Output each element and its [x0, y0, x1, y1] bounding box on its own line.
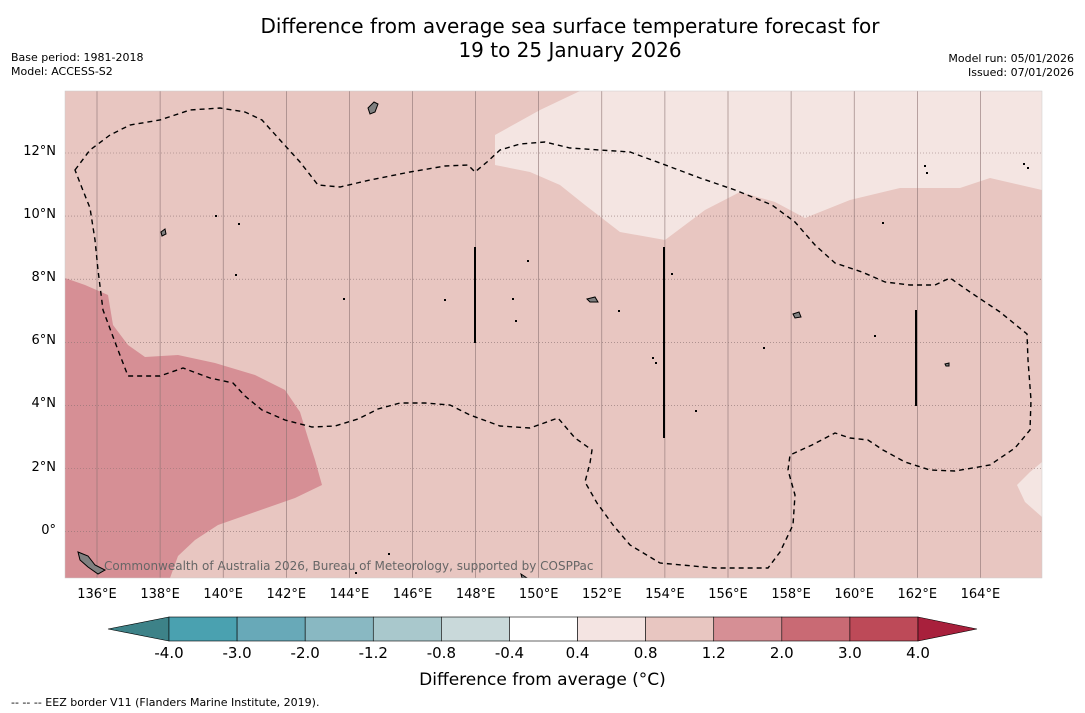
longitude-label: 144°E [329, 587, 370, 602]
colorbar-tick-label: -4.0 [154, 644, 184, 662]
longitude-label: 148°E [455, 587, 496, 602]
longitude-label: 152°E [582, 587, 622, 602]
longitude-label: 154°E [645, 587, 685, 602]
colorbar-tick-label: -3.0 [222, 644, 252, 662]
longitude-label: 140°E [203, 587, 243, 602]
colorbar-extend-low [107, 616, 170, 642]
colorbar-segment [849, 616, 919, 642]
island [586, 296, 599, 303]
longitude-label: 160°E [834, 587, 874, 602]
longitude-label: 146°E [392, 587, 433, 602]
colorbar-segment [713, 616, 783, 642]
latitude-label: 10°N [23, 207, 56, 223]
longitude-label: 138°E [140, 587, 180, 602]
island [520, 572, 528, 578]
colorbar-tick-label: -1.2 [358, 644, 388, 662]
colorbar-segment [304, 616, 374, 642]
longitude-label: 156°E [708, 587, 748, 602]
colorbar-tick-label: 0.8 [633, 644, 658, 662]
meta-right: Model run: 05/01/2026 Issued: 07/01/2026 [948, 52, 1074, 80]
colorbar-tick-label: 0.4 [565, 644, 590, 662]
colorbar-extend-high [917, 616, 978, 642]
longitude-label: 150°E [518, 587, 559, 602]
latitude-label: 2°N [31, 459, 57, 475]
colorbar-tick-label: 2.0 [769, 644, 794, 662]
longitude-label: 158°E [771, 587, 811, 602]
anomaly-region-0.4-0.8-east [1017, 462, 1042, 517]
eez-footnote: -- -- -- EEZ border V11 (Flanders Marine… [11, 696, 320, 709]
map-area: Commonwealth of Australia 2026, Bureau o… [65, 91, 1042, 578]
latitude-label: 12°N [23, 144, 56, 159]
title-line-2: 19 to 25 January 2026 [458, 38, 682, 62]
chart-title: Difference from average sea surface temp… [0, 14, 1085, 62]
issued-date: Issued: 07/01/2026 [967, 66, 1074, 79]
latitude-label: 6°N [31, 333, 57, 349]
anomaly-region-0.4-0.8-north [495, 91, 1042, 240]
latitude-label: 8°N [31, 270, 57, 286]
longitude-label: 162°E [897, 587, 938, 602]
island [367, 101, 379, 115]
longitude-label: 136°E [77, 587, 117, 602]
colorbar-tick-label: -0.4 [494, 644, 525, 662]
island [160, 228, 167, 237]
map-credit: Commonwealth of Australia 2026, Bureau o… [104, 559, 594, 573]
colorbar-segment [441, 616, 510, 642]
longitude-label: 164°E [960, 587, 1001, 602]
colorbar-segments [168, 616, 919, 642]
latitude-label: 4°N [31, 396, 57, 412]
island [77, 551, 107, 575]
colorbar-segment [781, 616, 851, 642]
latitude-label: 0° [41, 522, 56, 538]
colorbar-tick-label: 4.0 [906, 644, 930, 662]
colorbar-segment [372, 616, 442, 642]
meta-left: Base period: 1981-2018 Model: ACCESS-S2 [11, 51, 143, 79]
title-line-1: Difference from average sea surface temp… [260, 14, 880, 38]
colorbar-segment [236, 616, 306, 642]
colorbar-tick-label: -0.8 [426, 644, 456, 662]
colorbar-tick-label: 3.0 [837, 644, 862, 662]
colorbar-segment [509, 616, 578, 642]
atoll-dots [215, 163, 1029, 574]
model-run: Model run: 05/01/2026 [948, 52, 1074, 65]
colorbar [107, 616, 978, 642]
colorbar-tick-label: -2.0 [290, 644, 320, 662]
island [792, 311, 802, 319]
map-frame [64, 90, 1043, 579]
colorbar-segment [168, 616, 238, 642]
islands [77, 101, 950, 578]
base-period: Base period: 1981-2018 [11, 51, 144, 64]
colorbar-segment [645, 616, 715, 642]
latitude-gridlines [65, 152, 1042, 532]
longitude-label: 142°E [266, 587, 307, 602]
island [944, 362, 950, 367]
colorbar-title: Difference from average (°C) [419, 670, 666, 690]
eez-boundary [74, 107, 1032, 569]
model-name: Model: ACCESS-S2 [11, 65, 113, 78]
anomaly-region-1.2-2.0 [65, 278, 322, 578]
colorbar-tick-label: 1.2 [701, 644, 726, 662]
colorbar-segment [577, 616, 646, 642]
